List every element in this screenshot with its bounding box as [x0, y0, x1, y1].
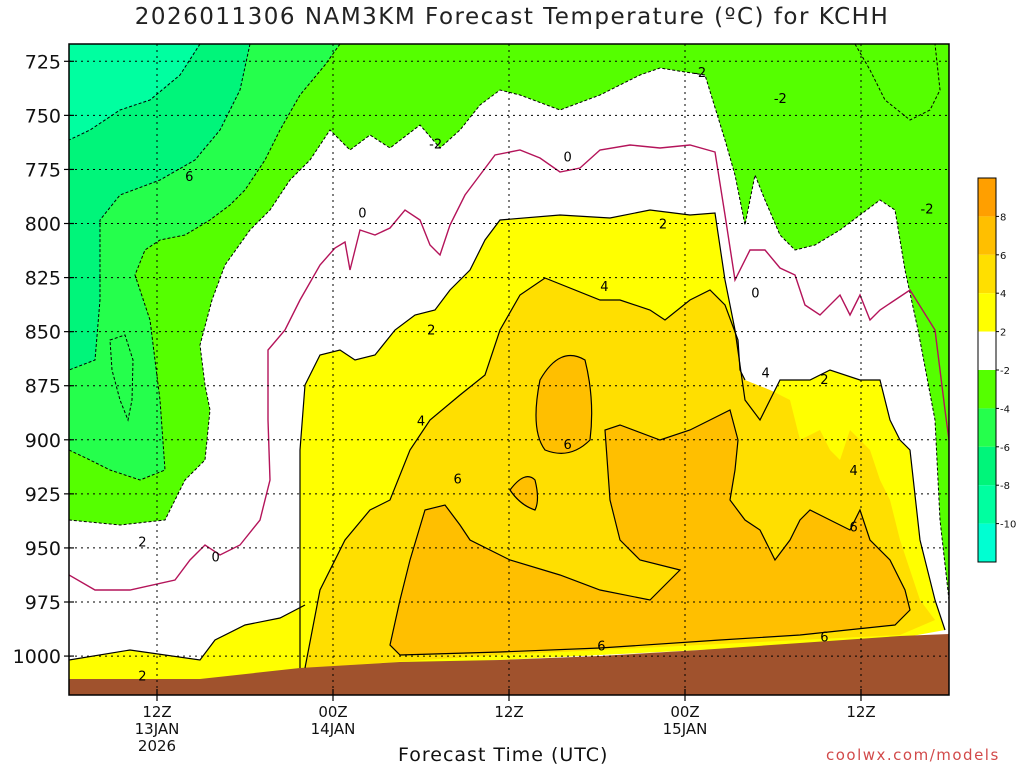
contour-neg4-line	[69, 44, 341, 481]
contour-label: 4	[850, 464, 858, 479]
y-tick-label: 825	[25, 268, 61, 290]
contour-neg6-line	[69, 44, 251, 371]
colorbar-bin	[978, 254, 996, 294]
contour-6-line	[389, 409, 911, 656]
band-neg8-neg6	[69, 44, 250, 370]
colorbar-tick-label: -8	[1000, 481, 1010, 492]
contour-label: 6	[185, 170, 193, 185]
contour-label: 6	[454, 473, 462, 488]
colorbar-bin	[978, 446, 996, 486]
x-axis-label: Forecast Time (UTC)	[398, 744, 609, 766]
contour-label: 0	[358, 207, 366, 222]
contour-2-sfc-line	[69, 604, 306, 661]
ground-terrain	[69, 634, 949, 695]
colorbar-tick-label: -6	[1000, 443, 1010, 454]
contour-label: 4	[600, 280, 608, 295]
contour-label: 0	[751, 287, 759, 302]
contour-label: -2	[693, 66, 706, 81]
x-gridlines	[156, 44, 862, 695]
x-tick-label: 2026	[138, 737, 176, 755]
band-6-8	[390, 410, 910, 655]
credit-text: coolwx.com/models	[826, 746, 1000, 764]
colorbar-bin	[978, 370, 996, 409]
y-tick-label: 800	[25, 214, 61, 236]
contour-label: 2	[138, 670, 146, 685]
contour-label: 6	[820, 631, 828, 646]
colorbar-tick-label: -4	[1000, 404, 1010, 415]
x-tick-label: 12Z	[846, 703, 875, 721]
colorbar-bin	[978, 408, 996, 447]
colorbar-tick-label: -2	[1000, 366, 1010, 377]
y-tick-label: 950	[25, 538, 61, 560]
contour-label: 0	[212, 551, 220, 566]
colorbar-legend: 8 6 4 2 -2 -4 -6 -8 -10	[977, 177, 1016, 563]
chart-title: 2026011306 NAM3KM Forecast Temperature (…	[134, 4, 890, 30]
contour-label: 2	[659, 218, 667, 233]
y-tick-label: 775	[25, 159, 61, 181]
x-tick-label: 00Z	[318, 703, 347, 721]
y-tick-label: 750	[25, 105, 61, 127]
colorbar-tick-label: 8	[1000, 212, 1006, 223]
band-2-4-sfc	[69, 605, 310, 680]
contour-2-line	[299, 209, 946, 668]
colorbar-tick-label: -10	[1000, 520, 1016, 531]
y-tick-label: 850	[25, 322, 61, 344]
colorbar-tick-label: 4	[1000, 289, 1006, 300]
contour-neg8-line	[69, 44, 201, 141]
contour-label: 4	[417, 414, 425, 429]
y-tick-label: 975	[25, 592, 61, 614]
contour-label: 2	[820, 373, 828, 388]
x-tick-label: 00Z	[670, 703, 699, 721]
contour-label: -2	[774, 92, 787, 107]
contour-label: -2	[921, 202, 934, 217]
colorbar-bin	[978, 293, 996, 332]
contour-label: 0	[564, 150, 572, 165]
y-tick-label: 1000	[13, 646, 61, 668]
contour-label: 2	[138, 535, 146, 550]
contour-neg2-line	[69, 67, 949, 601]
colorbar-tick-label: 2	[1000, 328, 1006, 339]
colorbar-bin	[978, 523, 996, 562]
contour-label: 6	[597, 639, 605, 654]
y-gridlines	[69, 60, 949, 657]
y-axis-ticks: 725 750 775 800 825 850 875 900 925 950 975 1000	[13, 51, 74, 668]
contour-label: -2	[429, 137, 442, 152]
colorbar-bin	[978, 331, 996, 370]
contour-neg4-pocket-line	[854, 44, 941, 121]
zero-isotherm-line	[69, 144, 949, 591]
colorbar-bin	[978, 216, 996, 255]
y-tick-label: 875	[25, 376, 61, 398]
y-tick-label: 925	[25, 484, 61, 506]
contour-6-cell-line	[535, 355, 593, 454]
contour-label: 2	[427, 323, 435, 338]
contour-label: 4	[762, 367, 770, 382]
x-tick-label: 13JAN	[135, 720, 180, 738]
colorbar-tick-label: 6	[1000, 251, 1006, 262]
band-neg10-neg8	[69, 44, 200, 140]
contour-4-line	[304, 277, 746, 669]
contour-neg6-pocket-line	[109, 334, 134, 422]
contour-label: 6	[564, 438, 572, 453]
band-6-8-blob	[510, 476, 538, 510]
band-neg6-neg4-pocket	[855, 44, 940, 120]
x-tick-label: 14JAN	[311, 720, 356, 738]
x-tick-label: 12Z	[142, 703, 171, 721]
colorbar-bin	[978, 485, 996, 524]
x-tick-label: 12Z	[494, 703, 523, 721]
x-tick-label: 15JAN	[663, 720, 708, 738]
contour-label: 6	[850, 520, 858, 535]
y-tick-label: 725	[25, 51, 61, 73]
colorbar-bin	[978, 178, 996, 217]
contour-labels: 6 -2 0 0 -2 -2 -2 2 4 2 4 6 6 4 0 2 4 6 6 6 2 0 2	[138, 66, 933, 684]
contour-6-blob-line	[509, 476, 539, 511]
y-tick-label: 900	[25, 430, 61, 452]
band-6-8-cell	[536, 355, 592, 454]
